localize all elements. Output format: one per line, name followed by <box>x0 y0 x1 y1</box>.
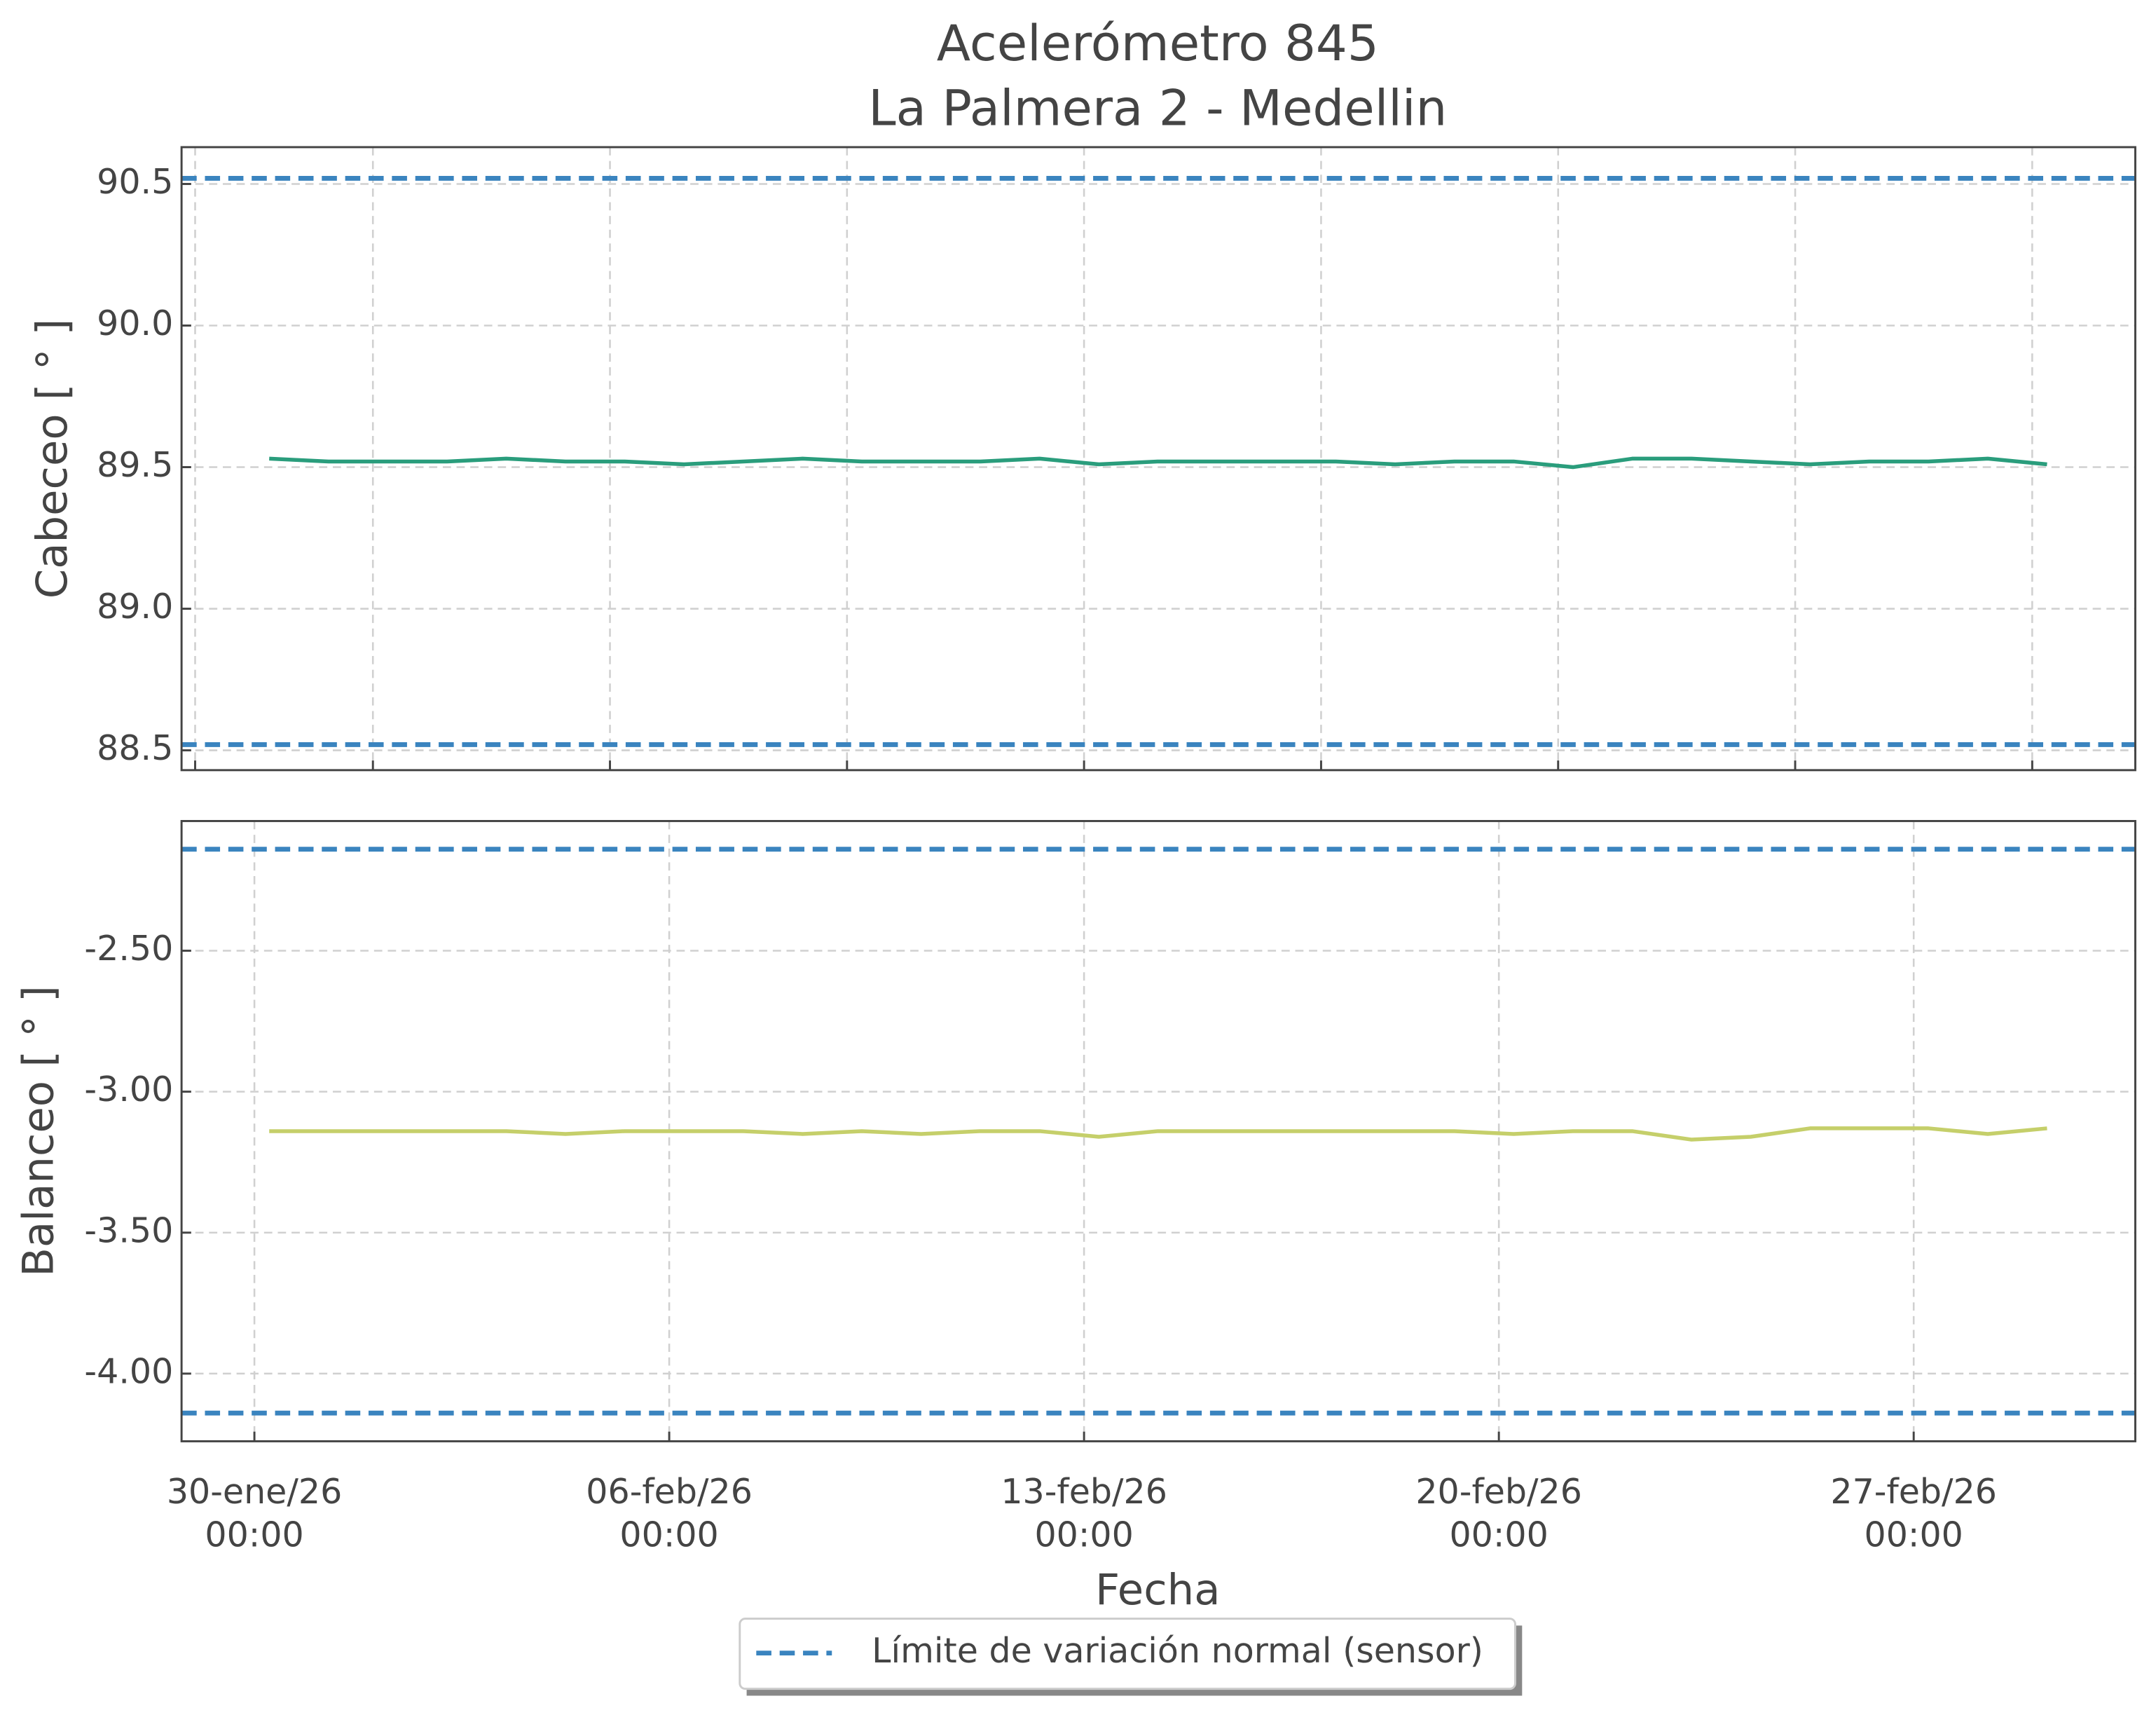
y-tick-label: -3.00 <box>84 1069 173 1109</box>
x-tick-label: 06-feb/26 00:00 <box>586 1471 753 1555</box>
data-line <box>269 1126 2047 1142</box>
y-tick-label: -2.50 <box>84 928 173 969</box>
y-tick-label: 90.0 <box>97 303 173 343</box>
y-tick-label: 89.0 <box>97 586 173 627</box>
x-axis-label: Fecha <box>1095 1566 1220 1615</box>
plot-frame <box>180 819 2136 1442</box>
chart-title: Acelerómetro 845 <box>937 14 1379 72</box>
y-axis-label: Balanceo [ ° ] <box>15 985 64 1277</box>
y-tick-label: -4.00 <box>84 1351 173 1391</box>
data-line <box>269 456 2047 470</box>
x-tick-label: 13-feb/26 00:00 <box>1001 1471 1167 1555</box>
legend <box>739 1618 1516 1690</box>
x-tick-label: 30-ene/26 00:00 <box>167 1471 342 1555</box>
y-tick-label: 90.5 <box>97 161 173 202</box>
y-tick-label: -3.50 <box>84 1210 173 1250</box>
y-tick-label: 89.5 <box>97 444 173 485</box>
plot-frame <box>180 146 2136 772</box>
y-axis-label: Cabeceo [ ° ] <box>28 319 77 599</box>
legend-label: Límite de variación normal (sensor) <box>872 1630 1483 1671</box>
chart-subtitle: La Palmera 2 - Medellin <box>868 78 1447 137</box>
y-tick-label: 88.5 <box>97 727 173 768</box>
x-tick-label: 27-feb/26 00:00 <box>1830 1471 1997 1555</box>
x-tick-label: 20-feb/26 00:00 <box>1415 1471 1582 1555</box>
